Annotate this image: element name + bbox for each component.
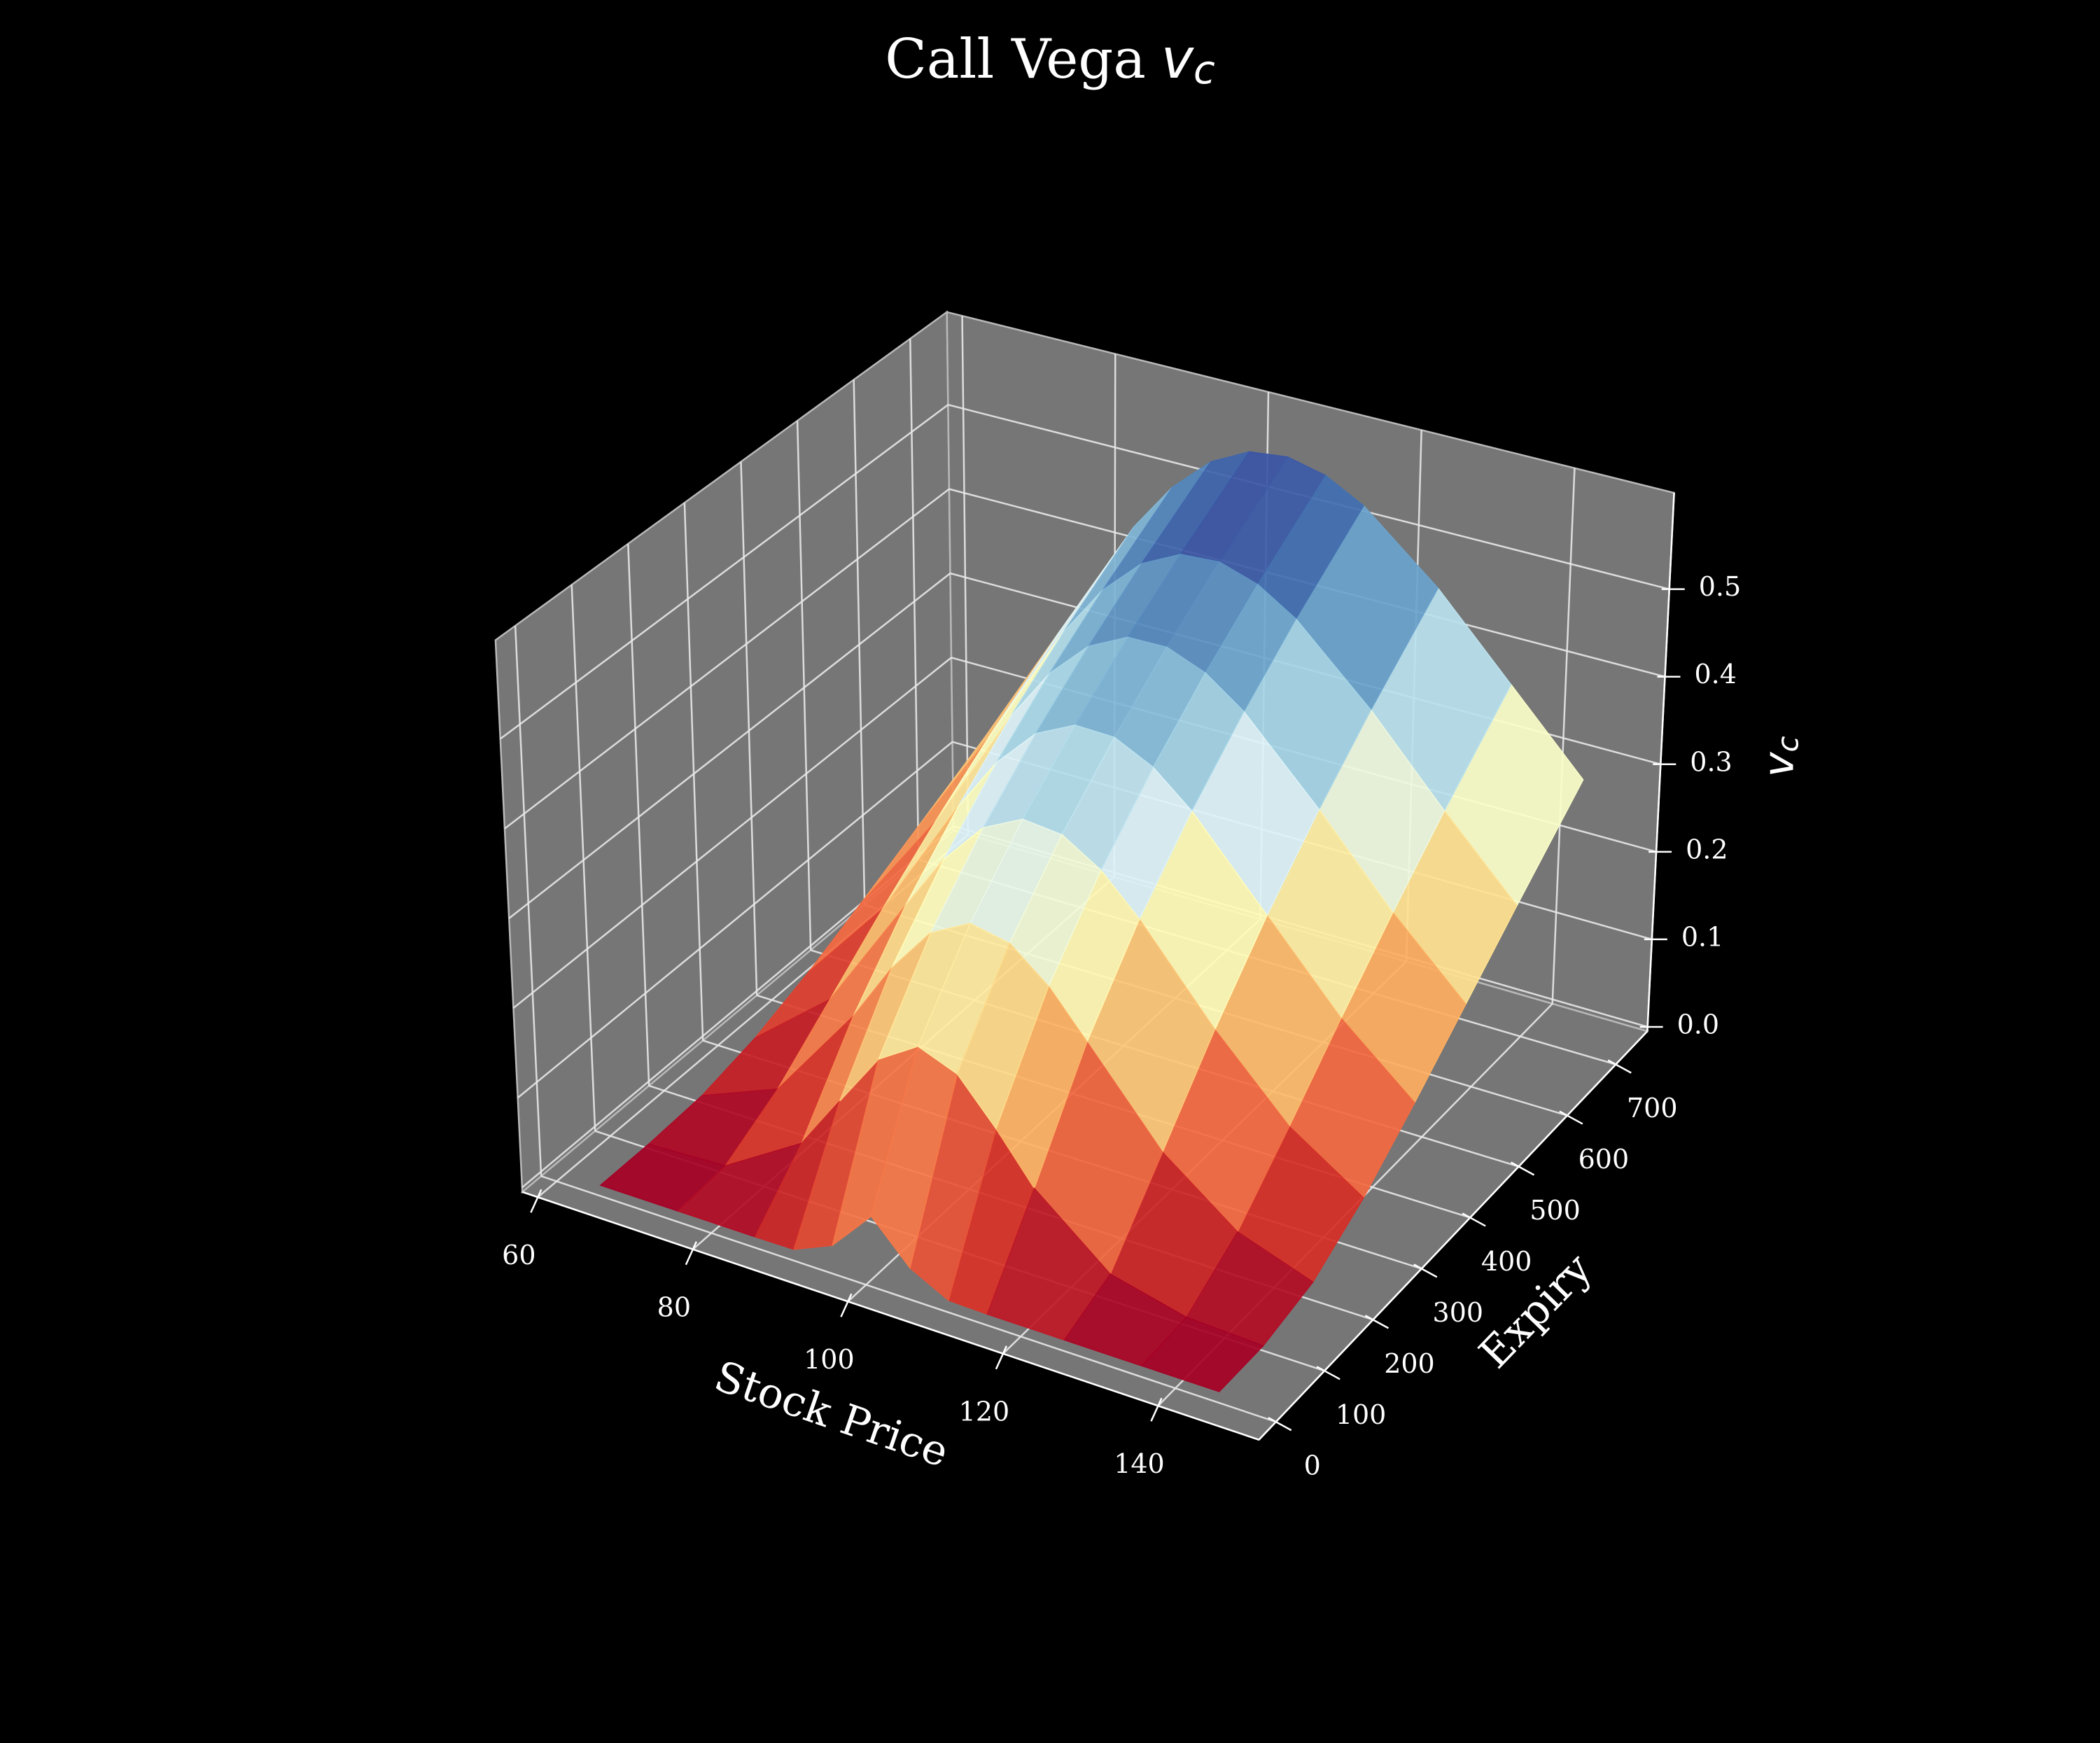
grid-line xyxy=(540,1175,1277,1423)
z-tick-label: 0.1 xyxy=(1681,921,1723,952)
z-tick-label: 0.5 xyxy=(1699,571,1741,602)
x-tick-label: 140 xyxy=(1114,1448,1165,1479)
tick-mark xyxy=(995,1345,1008,1370)
tick-mark xyxy=(1510,1161,1535,1176)
title-symbol: v xyxy=(1161,28,1195,91)
tick-mark xyxy=(1462,1212,1486,1227)
title-text: Call Vega xyxy=(885,28,1146,91)
y-tick-label: 0 xyxy=(1304,1450,1321,1481)
tick-mark xyxy=(685,1241,698,1266)
tick-mark xyxy=(1607,1059,1632,1074)
z-label-subscript: c xyxy=(1770,736,1805,752)
y-tick-label: 400 xyxy=(1481,1246,1532,1277)
grid-line xyxy=(740,461,758,995)
y-tick-label: 600 xyxy=(1578,1144,1630,1175)
grid-line xyxy=(504,488,950,830)
axis-line xyxy=(522,1191,1259,1441)
tick-mark xyxy=(530,1189,542,1213)
grid-line xyxy=(853,379,866,905)
chart-title: Call Vega vc xyxy=(885,28,1215,94)
tick-mark xyxy=(1150,1397,1163,1422)
grid-line xyxy=(627,543,650,1086)
x-tick-label: 120 xyxy=(959,1396,1010,1427)
surface-facet xyxy=(1140,1316,1265,1392)
surface-facet xyxy=(956,942,1049,1130)
axis-line xyxy=(1646,493,1675,1032)
tick-mark xyxy=(1268,1417,1292,1432)
z-tick-label: 0.2 xyxy=(1686,834,1728,864)
z-axis-label: vc xyxy=(1754,736,1805,777)
y-tick-label: 700 xyxy=(1627,1093,1678,1124)
grid-line xyxy=(517,741,953,1099)
grid-line xyxy=(683,503,704,1041)
grid-line xyxy=(514,625,542,1177)
grid-line xyxy=(961,316,969,835)
grid-line xyxy=(508,573,951,919)
z-tick-label: 0.4 xyxy=(1695,659,1737,690)
y-tick-label: 100 xyxy=(1336,1399,1387,1430)
grid-line xyxy=(570,584,596,1131)
z-tick-label: 0.0 xyxy=(1677,1009,1719,1040)
tick-mark xyxy=(1364,1315,1390,1329)
x-tick-label: 100 xyxy=(804,1344,855,1375)
tick-mark xyxy=(1413,1264,1438,1278)
grid-line xyxy=(512,657,952,1009)
tick-mark xyxy=(840,1293,853,1317)
y-tick-label: 200 xyxy=(1384,1348,1435,1379)
x-tick-label: 80 xyxy=(657,1292,691,1322)
y-tick-label: 500 xyxy=(1530,1195,1581,1226)
title-subscript: c xyxy=(1194,48,1215,93)
grid-line xyxy=(909,338,920,860)
tick-mark xyxy=(1316,1366,1340,1380)
axis-line xyxy=(1258,1030,1648,1441)
grid-line xyxy=(1551,468,1576,1004)
z-tick-label: 0.3 xyxy=(1690,746,1732,777)
x-tick-label: 60 xyxy=(502,1240,536,1270)
grid-line xyxy=(796,421,812,951)
tick-mark xyxy=(1559,1110,1583,1125)
z-label-symbol: v xyxy=(1754,751,1803,777)
grid-line xyxy=(500,404,949,740)
y-tick-label: 300 xyxy=(1433,1297,1484,1328)
